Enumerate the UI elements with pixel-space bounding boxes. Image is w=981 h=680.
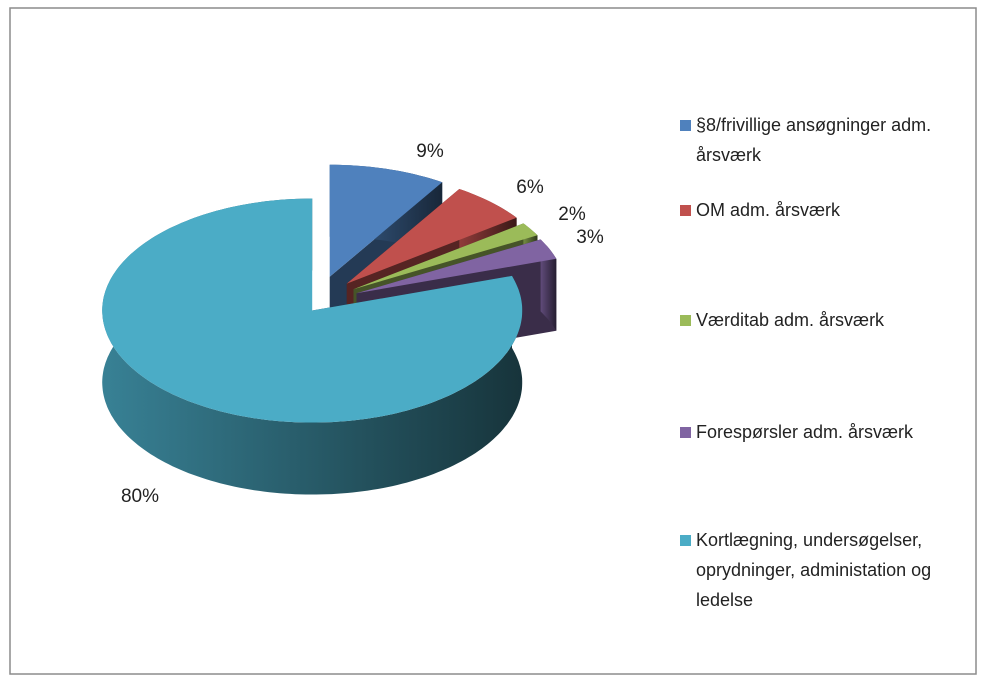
slice	[102, 198, 523, 495]
legend-swatch	[680, 315, 691, 326]
legend-item: Forespørsler adm. årsværk	[680, 417, 970, 447]
slice-top	[346, 189, 517, 284]
legend-swatch	[680, 535, 691, 546]
legend-swatch	[680, 427, 691, 438]
legend-label: Kortlægning, undersøgelser, oprydninger,…	[696, 530, 932, 610]
data-label: 80%	[121, 486, 159, 507]
slice-top	[102, 198, 523, 423]
legend-swatch	[680, 205, 691, 216]
slice-top	[329, 164, 443, 277]
data-label: 9%	[416, 141, 444, 162]
legend-label: §8/frivillige ansøgninger adm. årsværk	[696, 115, 932, 165]
data-label: 2%	[558, 204, 586, 225]
data-label: 3%	[576, 227, 604, 248]
legend-item: OM adm. årsværk	[680, 195, 970, 225]
slice-side	[540, 239, 557, 331]
legend-label: Værditab adm. årsværk	[696, 310, 885, 330]
legend-item: Værditab adm. årsværk	[680, 305, 970, 335]
legend-item: Kortlægning, undersøgelser, oprydninger,…	[680, 525, 970, 615]
legend-item: §8/frivillige ansøgninger adm. årsværk	[680, 110, 970, 170]
data-label: 6%	[516, 177, 544, 198]
slice-top	[356, 239, 557, 294]
slice-top	[353, 223, 538, 290]
legend-label: OM adm. årsværk	[696, 200, 841, 220]
legend-label: Forespørsler adm. årsværk	[696, 422, 914, 442]
legend-swatch	[680, 120, 691, 131]
